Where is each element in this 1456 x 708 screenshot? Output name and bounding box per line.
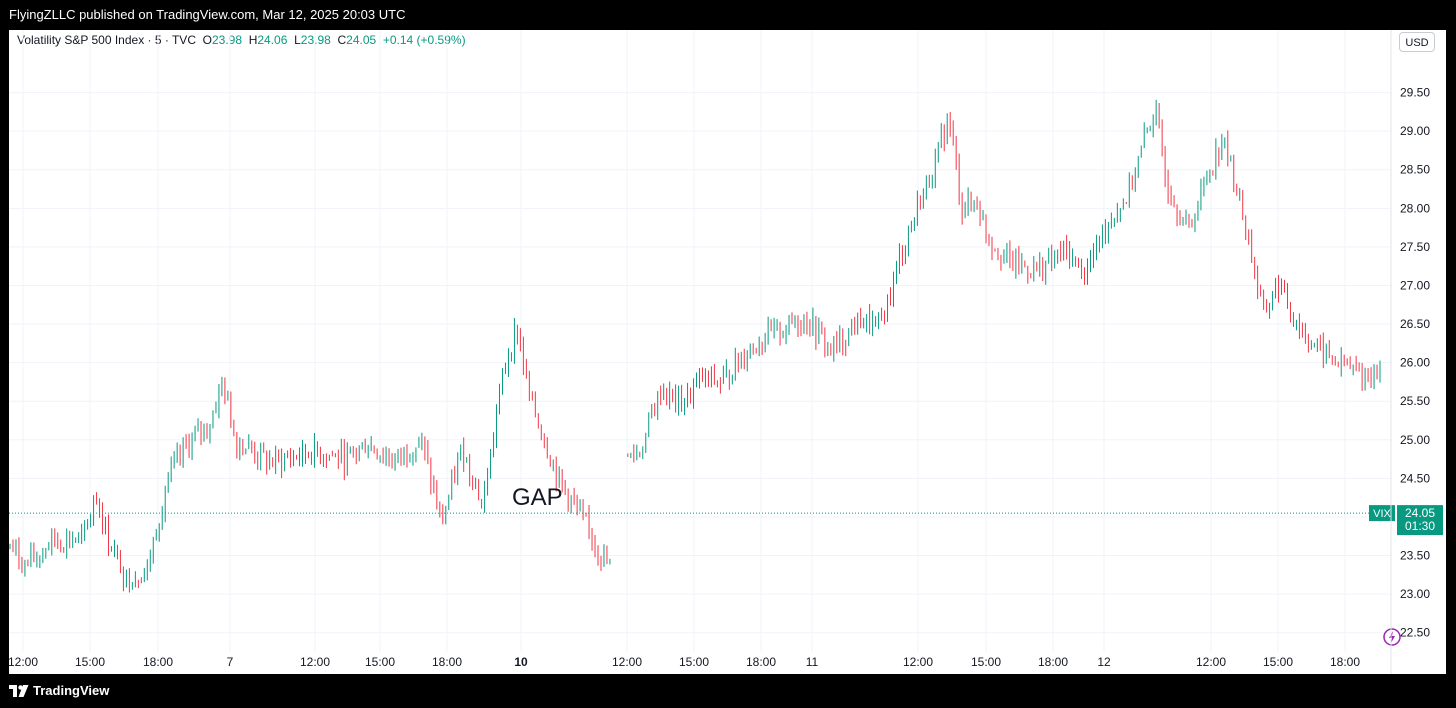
price-tag-countdown: 01:30 (1405, 519, 1435, 533)
x-tick-label: 15:00 (75, 655, 105, 669)
y-tick-label: 27.00 (1400, 278, 1430, 292)
currency-button[interactable]: USD (1399, 32, 1435, 52)
open-value: 23.98 (212, 33, 243, 47)
symbol-tag (1369, 505, 1395, 522)
close-label: C (337, 33, 347, 47)
x-tick-label: 18:00 (746, 655, 776, 669)
symbol-legend: Volatility S&P 500 Index · 5 · TVC O23.9… (17, 33, 466, 47)
y-tick-label: 23.00 (1400, 587, 1430, 601)
lightning-icon-bolt (1389, 631, 1395, 643)
x-tick-label: 12:00 (9, 655, 38, 669)
y-tick-label: 24.50 (1400, 471, 1430, 485)
open-label: O (202, 33, 212, 47)
x-tick-label: 18:00 (143, 655, 173, 669)
high-value: 24.06 (257, 33, 288, 47)
low-label: L (294, 33, 301, 47)
gap-annotation: GAP (512, 484, 563, 511)
x-tick-label: 12:00 (1196, 655, 1226, 669)
x-tick-label: 12 (1097, 655, 1111, 669)
lightning-icon (1383, 628, 1401, 646)
change-value: +0.14 (+0.59%) (382, 33, 466, 47)
price-tag (1397, 505, 1443, 536)
x-tick-label: 7 (227, 655, 234, 669)
x-tick-label: 15:00 (365, 655, 395, 669)
y-tick-label: 26.00 (1400, 356, 1430, 370)
footer: TradingView (0, 674, 1456, 708)
symbol-title[interactable]: Volatility S&P 500 Index · 5 · TVC (17, 33, 196, 47)
y-tick-label: 26.50 (1400, 317, 1430, 331)
tradingview-icon (9, 684, 29, 697)
x-tick-label: 15:00 (679, 655, 709, 669)
y-tick-label: 29.00 (1400, 124, 1430, 138)
tradingview-logo[interactable]: TradingView (9, 683, 109, 698)
price-tag-value: 24.05 (1405, 506, 1435, 520)
close-value: 24.05 (346, 33, 377, 47)
x-tick-label: 18:00 (1330, 655, 1360, 669)
axes: 22.50 23.00 23.50 24.50 25.00 25.50 26.00 26.50… (9, 30, 1430, 674)
brand-name: TradingView (33, 683, 110, 698)
x-tick-label: 10 (514, 655, 528, 669)
y-tick-label: 28.50 (1400, 163, 1430, 177)
x-tick-label: 11 (806, 655, 819, 669)
publisher-header: FlyingZLLC published on TradingView.com,… (0, 0, 1456, 30)
chart-panel[interactable]: Volatility S&P 500 Index · 5 · TVC O23.9… (9, 30, 1446, 674)
lightning-icon-ring (1383, 628, 1401, 646)
x-tick-label: 12:00 (612, 655, 642, 669)
x-tick-label: 18:00 (432, 655, 462, 669)
y-tick-label: 27.50 (1400, 240, 1430, 254)
x-tick-label: 12:00 (903, 655, 933, 669)
x-tick-label: 12:00 (300, 655, 330, 669)
grid (9, 30, 1391, 652)
y-tick-label: 29.50 (1400, 86, 1430, 100)
x-tick-label: 15:00 (971, 655, 1001, 669)
symbol-tag-label: VIX (1373, 508, 1391, 520)
y-tick-label: 25.50 (1400, 394, 1430, 408)
x-tick-label: 18:00 (1038, 655, 1068, 669)
y-tick-label: 28.00 (1400, 201, 1430, 215)
y-tick-label: 25.00 (1400, 433, 1430, 447)
high-label: H (248, 33, 258, 47)
y-tick-label: 23.50 (1400, 549, 1430, 563)
low-value: 23.98 (300, 33, 331, 47)
candles (9, 99, 1381, 593)
y-tick-label: 22.50 (1400, 626, 1430, 640)
x-tick-label: 15:00 (1263, 655, 1293, 669)
